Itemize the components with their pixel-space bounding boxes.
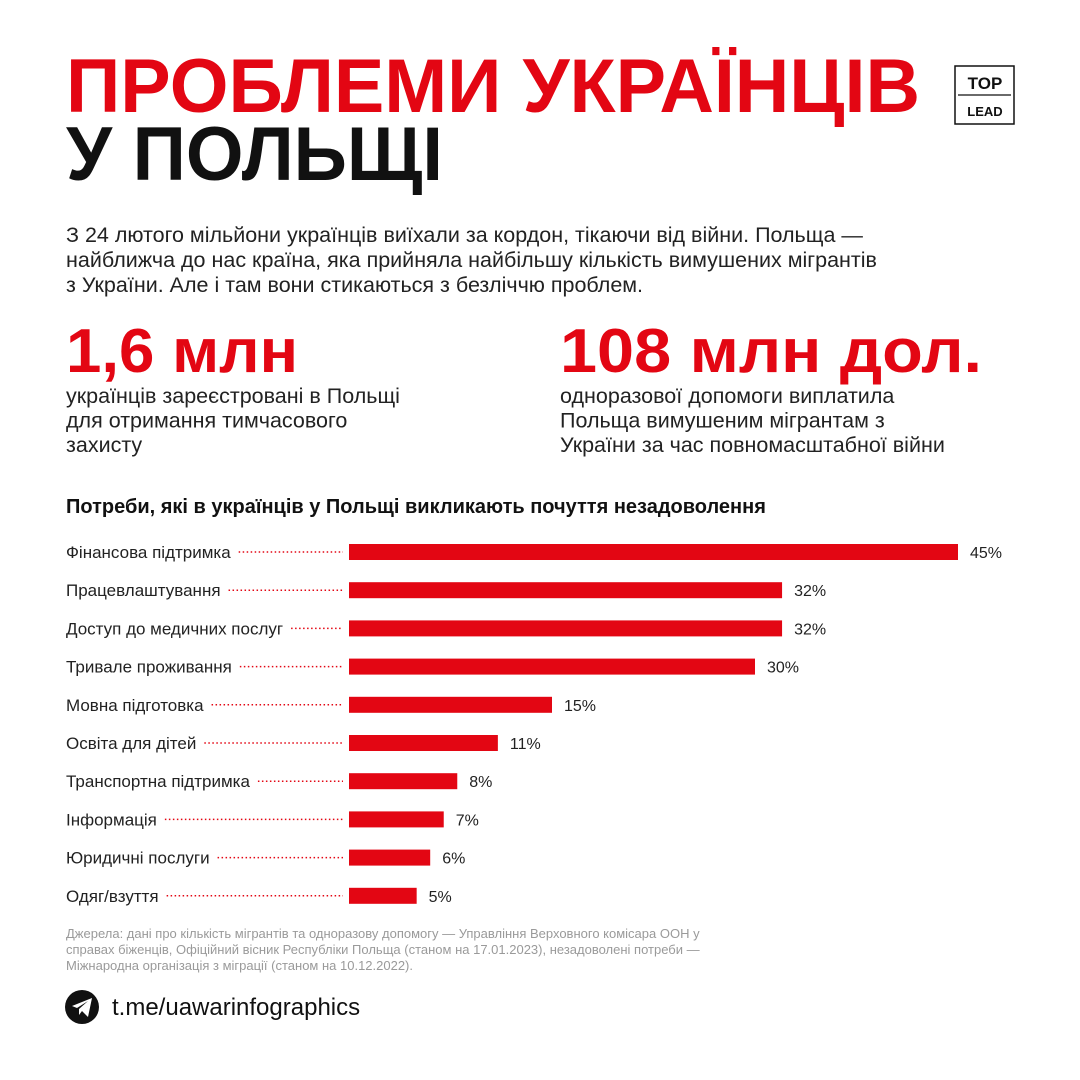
- intro-line: з України. Але і там вони стикаються з б…: [66, 273, 643, 297]
- telegram-plane: [72, 998, 92, 1017]
- value-label: 32%: [794, 621, 826, 638]
- category-label: Працевлаштування: [66, 581, 221, 600]
- stat-description: Польща вимушеним мігрантам з: [560, 409, 885, 433]
- title-line: ПРОБЛЕМИ УКРАЇНЦІВ: [66, 44, 920, 129]
- title-line: У ПОЛЬЩІ: [66, 112, 443, 197]
- stat-value: 1,6 млн: [66, 317, 298, 386]
- intro-line: З 24 лютого мільйони українців виїхали з…: [66, 223, 863, 247]
- bar: [349, 544, 958, 560]
- bar: [349, 582, 783, 599]
- logo-text: LEAD: [967, 104, 1002, 119]
- stat-description: для отримання тимчасового: [66, 409, 347, 433]
- stat-description: України за час повномасштабної війни: [560, 433, 945, 457]
- category-label: Доступ до медичних послуг: [66, 619, 283, 638]
- value-label: 5%: [429, 889, 452, 906]
- intro-line: найближча до нас країна, яка прийняла на…: [66, 248, 877, 272]
- stat-description: одноразової допомоги виплатила: [560, 384, 894, 408]
- category-label: Юридичні послуги: [66, 849, 210, 868]
- category-label: Транспортна підтримка: [66, 772, 250, 791]
- chart-title: Потреби, які в українців у Польщі виклик…: [66, 496, 766, 518]
- category-label: Одяг/взуття: [66, 887, 159, 906]
- bar: [349, 773, 458, 790]
- bar: [349, 620, 783, 637]
- bar: [349, 887, 417, 904]
- value-label: 15%: [564, 698, 596, 715]
- category-label: Освіта для дітей: [66, 734, 196, 753]
- category-label: Інформація: [66, 810, 157, 829]
- logo-frame: [954, 65, 1015, 125]
- source-line: Міжнародна організація з міграції (стано…: [66, 958, 413, 973]
- source-line: Джерела: дані про кількість мігрантів та…: [66, 926, 700, 941]
- value-label: 45%: [970, 545, 1002, 562]
- stat-description: українців зареєстровані в Польщі: [66, 384, 400, 408]
- bar: [349, 811, 444, 828]
- stat-description: захисту: [66, 433, 142, 457]
- source-line: справах біженців, Офіційний вісник Респу…: [66, 942, 700, 957]
- footer-link[interactable]: t.me/uawarinfographics: [112, 994, 360, 1021]
- value-label: 30%: [767, 660, 799, 677]
- value-label: 11%: [510, 736, 541, 753]
- bar: [349, 658, 755, 675]
- bar: [349, 849, 431, 866]
- category-label: Мовна підготовка: [66, 696, 204, 715]
- value-label: 7%: [456, 812, 479, 829]
- category-label: Тривале проживання: [66, 658, 232, 677]
- value-label: 6%: [442, 851, 465, 868]
- category-label: Фінансова підтримка: [66, 543, 231, 562]
- bar: [349, 735, 498, 751]
- stat-value: 108 млн дол.: [560, 317, 982, 386]
- value-label: 32%: [794, 583, 826, 600]
- bar: [349, 696, 552, 713]
- logo-text: TOP: [968, 74, 1003, 93]
- value-label: 8%: [469, 774, 492, 791]
